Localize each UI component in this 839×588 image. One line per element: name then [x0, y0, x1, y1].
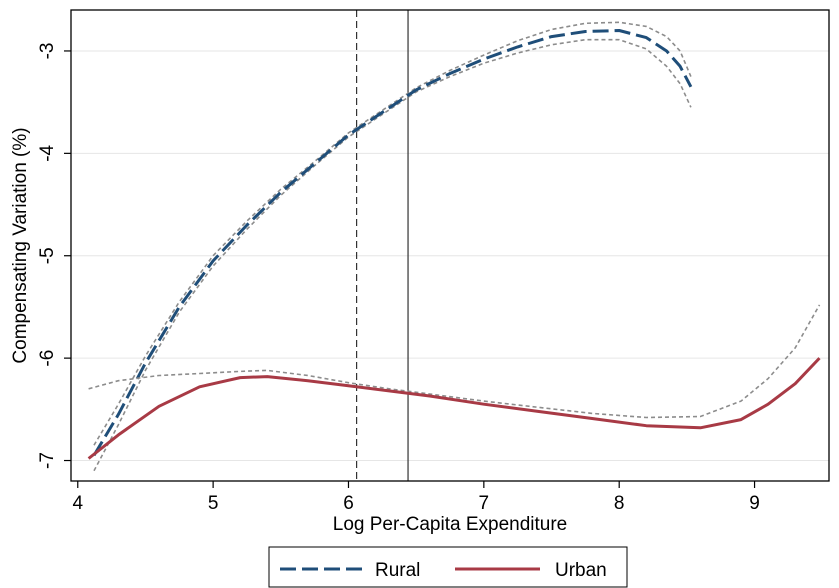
reference-lines: [356, 10, 409, 481]
legend-rural-label: Rural: [375, 560, 420, 581]
x-tick-label: 6: [343, 493, 354, 514]
x-tick-label: 5: [208, 493, 219, 514]
urban-ci-upper: [88, 304, 821, 419]
rural-series-line: [92, 29, 693, 457]
x-tick-label: 7: [479, 493, 490, 514]
x-axis-ticks: 4 5 6 7 8 9: [72, 481, 760, 514]
y-tick-label: -3: [37, 43, 58, 60]
series-lines: [87, 21, 821, 472]
rural-ci-lower: [93, 38, 692, 472]
x-tick-label: 4: [72, 493, 83, 514]
urban-series-line: [87, 357, 821, 460]
legend-urban-label: Urban: [555, 560, 607, 581]
y-tick-label: -5: [37, 247, 58, 264]
y-tick-label: -4: [37, 144, 58, 161]
rural-ci-upper: [93, 21, 692, 446]
legend-box: [268, 546, 628, 588]
x-axis-title: Log Per-Capita Expenditure: [333, 514, 567, 535]
grid-lines: [71, 50, 829, 462]
x-tick-label: 9: [749, 493, 760, 514]
y-tick-label: -7: [37, 452, 58, 469]
x-tick-label: 8: [614, 493, 625, 514]
y-tick-label: -6: [37, 350, 58, 367]
y-axis-ticks: -3 -4 -5 -6 -7: [37, 43, 71, 469]
y-axis-title: Compensating Variation (%): [10, 127, 31, 363]
plot-frame: [70, 9, 830, 482]
legend: Rural Urban: [268, 546, 628, 588]
